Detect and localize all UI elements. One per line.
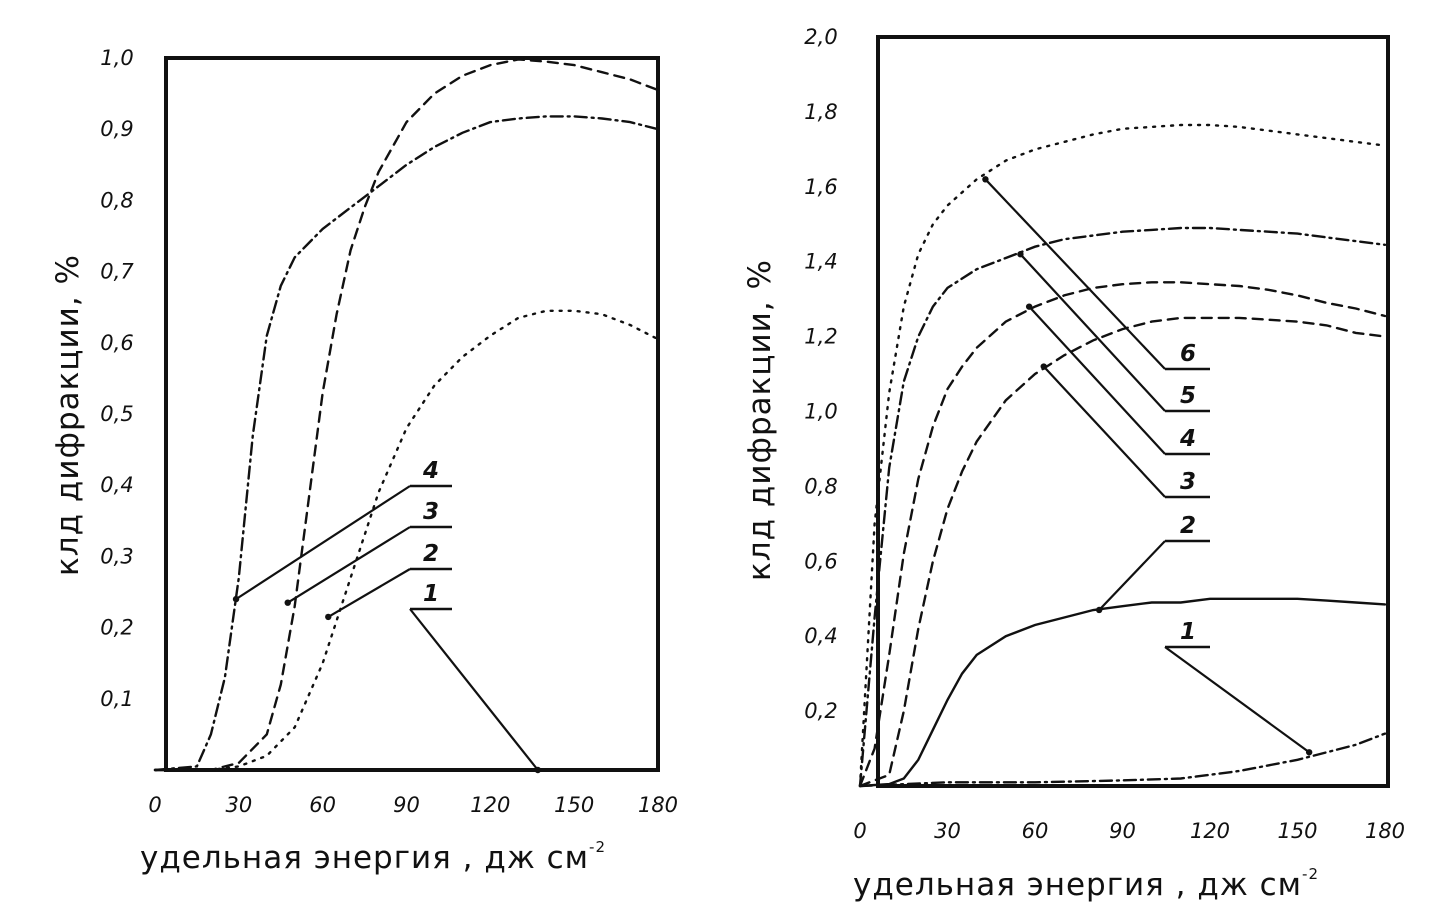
- x-axis-label: удельная энергия , дж см-2: [853, 865, 1319, 903]
- callout-5-point: [1017, 251, 1024, 258]
- callout-4-point: [1025, 303, 1033, 310]
- callout-label: 1: [1180, 619, 1196, 645]
- x-tick-label: 120: [470, 793, 510, 817]
- x-tick-label: 180: [1365, 819, 1405, 843]
- x-tick-label: 90: [393, 793, 420, 817]
- x-tick-label: 30: [225, 793, 252, 817]
- x-axis-label-text: удельная энергия , дж см: [140, 840, 589, 876]
- callout-4-leader: [235, 485, 411, 601]
- x-tick-label: 30: [934, 819, 961, 843]
- callout-3-point: [1040, 363, 1047, 370]
- callout-label: 5: [1180, 383, 1196, 409]
- x-tick-label: 60: [309, 793, 336, 817]
- y-tick-label: 0,2: [100, 616, 133, 640]
- callout-4-point: [232, 595, 240, 603]
- series-4-line: [153, 115, 660, 772]
- callout-4-leader: [1028, 305, 1166, 455]
- y-tick-label: 0,1: [100, 687, 133, 711]
- callout-1-point: [1305, 749, 1313, 756]
- series-2-line: [858, 597, 1387, 788]
- x-tick-label: 0: [148, 793, 161, 817]
- x-tick-label: 120: [1190, 819, 1230, 843]
- plot-frame: [164, 56, 660, 772]
- series-6-line: [858, 123, 1387, 788]
- y-tick-label: 1,2: [804, 325, 837, 349]
- y-tick-label: 1,6: [804, 175, 837, 199]
- callout-label: 4: [422, 458, 439, 484]
- callout-5-leader: [1019, 253, 1166, 412]
- y-tick-label: 0,6: [100, 331, 133, 355]
- series-3-line: [858, 316, 1387, 788]
- y-tick-label: 1,8: [804, 100, 837, 124]
- y-tick-label: 2,0: [804, 25, 837, 49]
- x-tick-label: 150: [1277, 819, 1317, 843]
- y-axis-label: клд дифракции, %: [742, 259, 778, 581]
- y-tick-label: 0,4: [804, 624, 837, 648]
- callout-3-leader: [287, 526, 411, 604]
- callout-2-leader: [327, 568, 411, 618]
- callout-3-point: [284, 599, 291, 606]
- callout-1-point: [534, 766, 542, 774]
- series-1-line: [858, 732, 1387, 788]
- callout-6-leader: [984, 178, 1166, 370]
- callout-2-point: [325, 613, 332, 621]
- series-3-line: [153, 58, 660, 772]
- series-5-line: [858, 226, 1387, 788]
- plot-frame: [876, 35, 1390, 788]
- x-tick-label: 0: [853, 819, 866, 843]
- x-tick-label: 90: [1109, 819, 1136, 843]
- callout-1-leader: [409, 608, 539, 771]
- y-tick-label: 0,5: [100, 402, 133, 426]
- chart-2: 0 30 60 90 120 150 180 0,2 0,4 0,6 0,8 1,0 1,2 1,4 1,6…: [742, 25, 1405, 903]
- callout-label: 3: [1180, 469, 1196, 495]
- x-axis-label-exponent: -2: [589, 838, 606, 856]
- x-axis-label-text: удельная энергия , дж см: [853, 867, 1302, 903]
- y-axis-label: клд дифракции, %: [50, 254, 86, 576]
- callout-label: 2: [1180, 513, 1196, 539]
- callout-2-leader: [1098, 540, 1166, 611]
- y-tick-label: 0,9: [100, 117, 133, 141]
- callout-label: 3: [423, 499, 439, 525]
- callout-label: 1: [423, 581, 439, 607]
- x-tick-label: 60: [1022, 819, 1049, 843]
- y-tick-label: 0,4: [100, 473, 133, 497]
- y-tick-label: 1,0: [100, 46, 133, 70]
- y-tick-label: 1,0: [804, 400, 837, 424]
- x-tick-label: 150: [554, 793, 594, 817]
- y-tick-label: 0,8: [804, 474, 837, 498]
- x-axis-label: удельная энергия , дж см-2: [140, 838, 606, 876]
- y-tick-label: 0,6: [804, 549, 837, 573]
- x-axis-label-exponent: -2: [1302, 865, 1319, 883]
- chart-1: 0 30 60 90 120 150 180 0,1 0,2 0,3 0,4 0,5 0,6 0,7 0,8…: [50, 46, 678, 876]
- callout-1-leader: [1164, 646, 1310, 754]
- callout-label: 2: [423, 541, 439, 567]
- callout-label: 6: [1180, 341, 1196, 367]
- y-tick-label: 0,3: [100, 544, 133, 568]
- x-tick-label: 180: [638, 793, 678, 817]
- callout-2-point: [1095, 606, 1103, 614]
- callout-3-leader: [1042, 365, 1166, 498]
- callout-label: 4: [1179, 426, 1196, 452]
- series-4-line: [858, 281, 1387, 788]
- series-2-line: [153, 309, 660, 772]
- callout-6-point: [982, 176, 989, 183]
- y-tick-label: 0,2: [804, 699, 837, 723]
- y-tick-label: 0,7: [100, 260, 134, 284]
- y-tick-label: 1,4: [804, 250, 837, 274]
- y-tick-label: 0,8: [100, 188, 133, 212]
